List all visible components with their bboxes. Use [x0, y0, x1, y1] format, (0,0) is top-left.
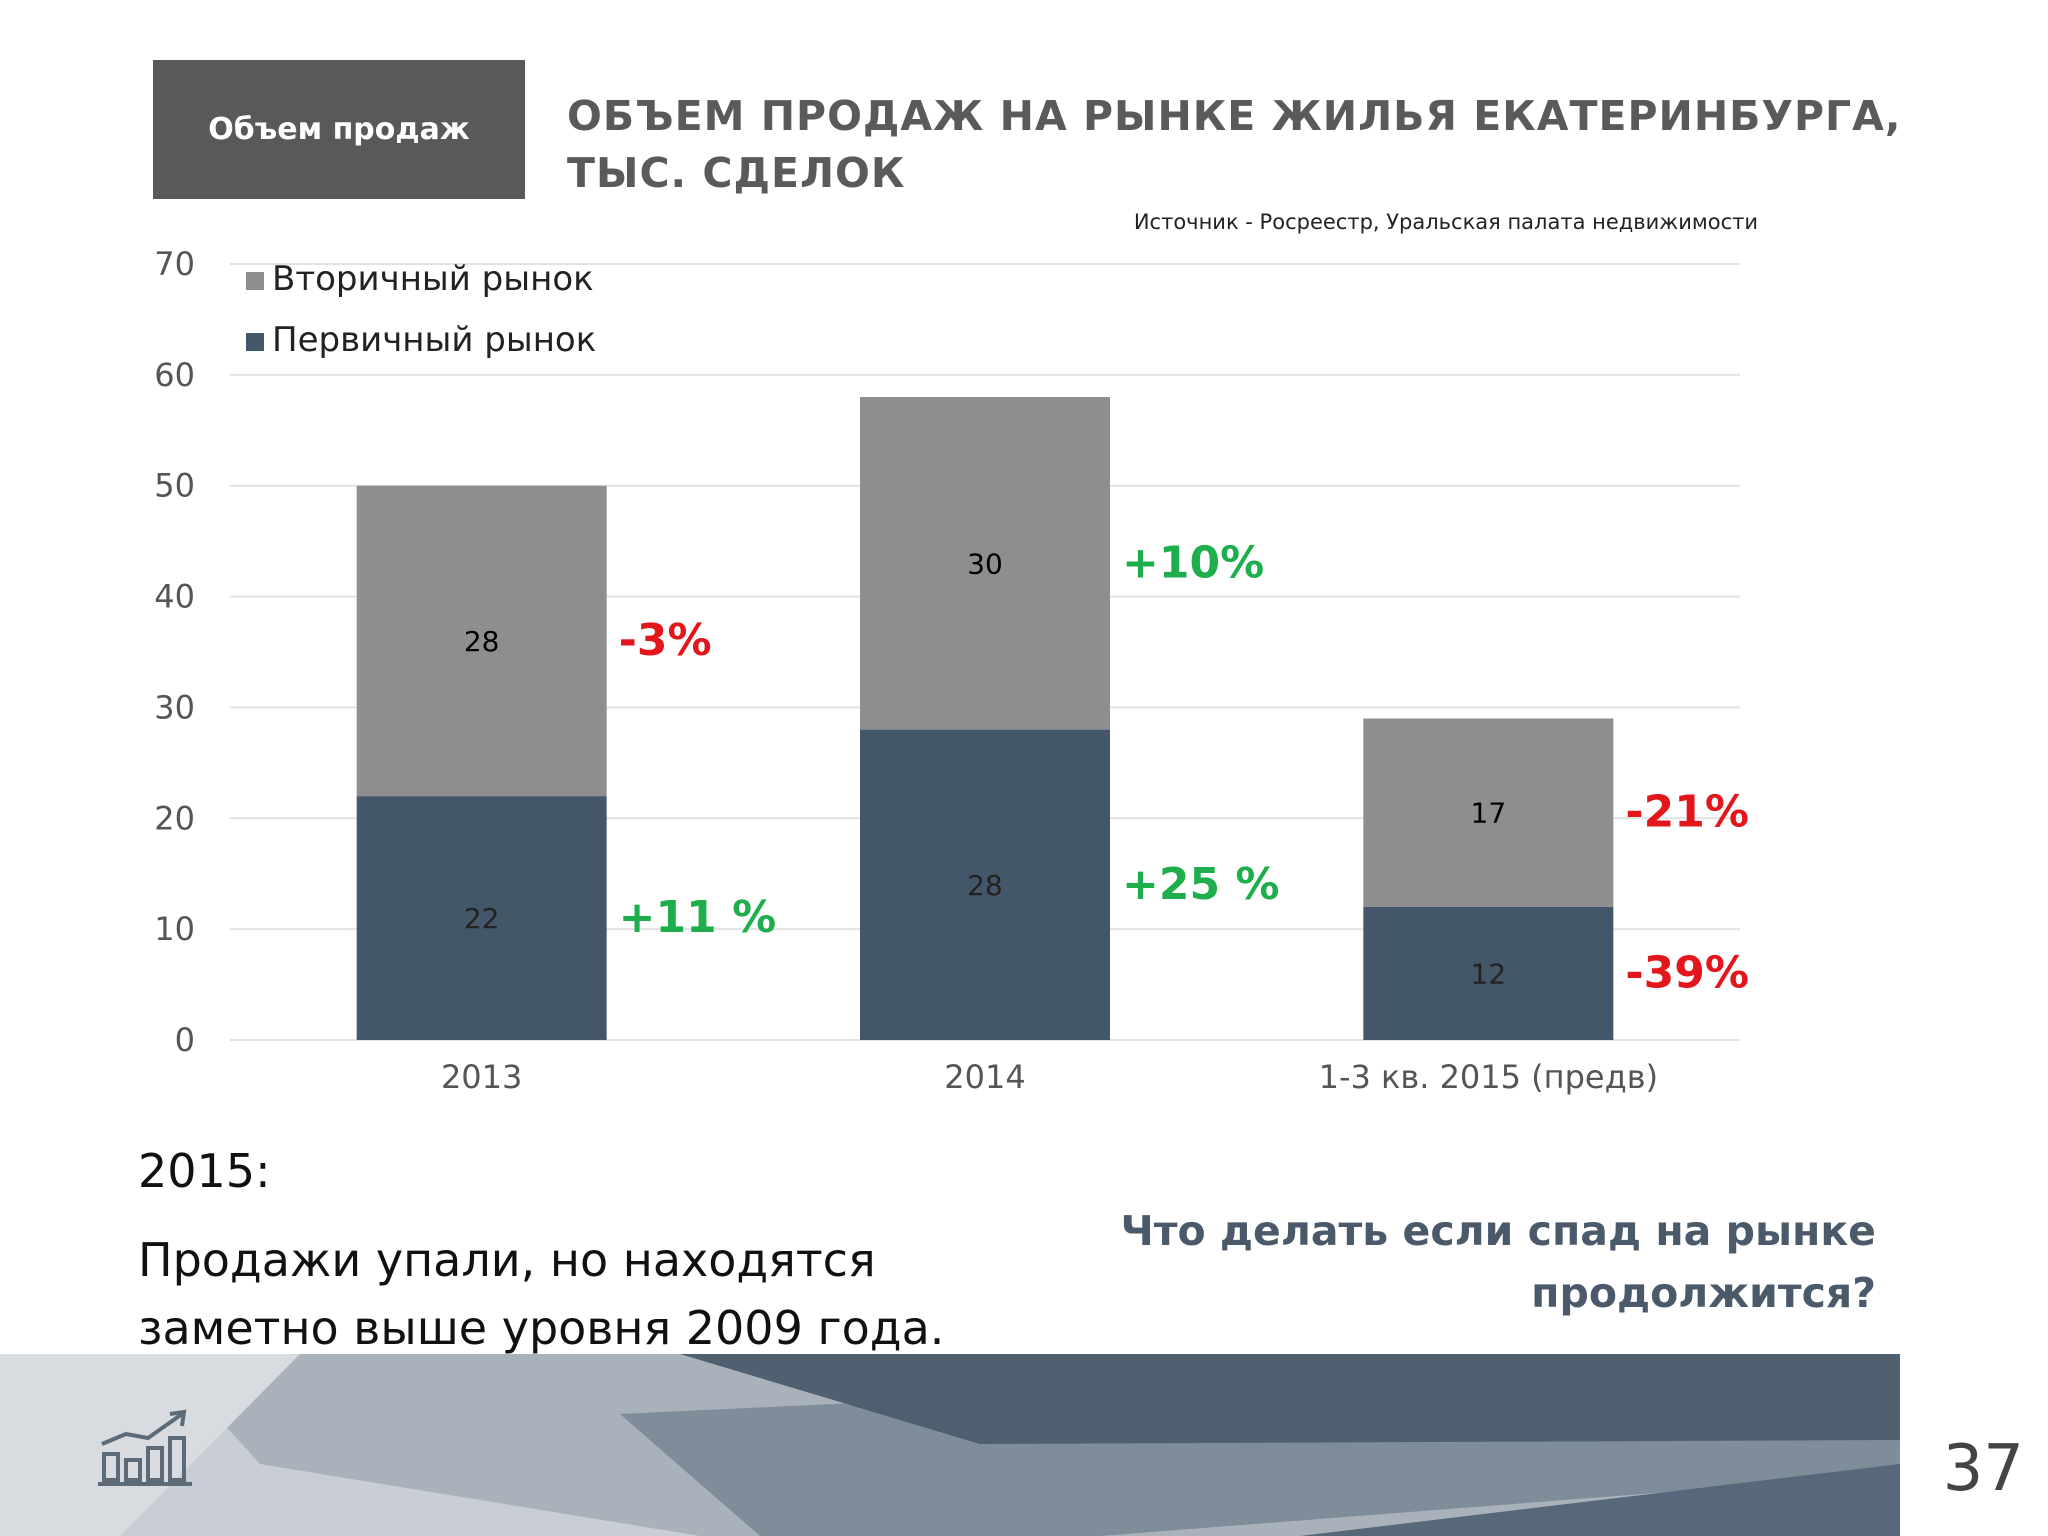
section-label: Объем продаж	[208, 112, 470, 147]
y-tick-label: 20	[154, 799, 195, 837]
x-tick-label: 2013	[441, 1058, 522, 1096]
bar-segment	[1363, 718, 1614, 907]
question-text: Что делать если спад на рынке продолжитс…	[1120, 1207, 1876, 1317]
y-tick-label: 70	[154, 245, 195, 283]
data-label: 28	[464, 625, 500, 658]
y-tick-label: 60	[154, 356, 195, 394]
stacked-bar-chart: 0 10 20 30 40 50 60 70 22 28 2013 28 30 2014 12 17 1-3 к…	[154, 245, 1749, 1096]
y-tick-label: 30	[154, 688, 195, 726]
legend-label: Первичный рынок	[272, 320, 596, 360]
change-annotation: +10%	[1122, 537, 1264, 588]
chart-title-line-2: ТЫС. СДЕЛОК	[567, 149, 906, 197]
change-annotation: +11 %	[619, 892, 777, 943]
y-tick-label: 10	[154, 910, 195, 948]
change-annotation: -3%	[619, 615, 712, 666]
change-annotation: -39%	[1625, 947, 1749, 998]
data-label: 28	[967, 869, 1003, 902]
source-note: Источник - Росреестр, Уральская палата н…	[1133, 210, 1758, 234]
data-label: 17	[1471, 797, 1507, 830]
bar-segment	[1363, 906, 1614, 1040]
legend-swatch	[246, 272, 264, 290]
bar-segment	[860, 729, 1110, 1040]
bar-segment	[356, 485, 607, 797]
data-label: 12	[1471, 957, 1507, 990]
x-tick-label: 2014	[944, 1058, 1025, 1096]
y-tick-label: 50	[154, 467, 195, 505]
change-annotation: +25 %	[1122, 859, 1280, 910]
x-tick-label: 1-3 кв. 2015 (предв)	[1319, 1058, 1658, 1096]
bar-segment	[860, 397, 1110, 730]
note-year: 2015:	[138, 1144, 271, 1198]
legend-swatch	[246, 333, 264, 351]
chart-title-line-1: ОБЪЕМ ПРОДАЖ НА РЫНКЕ ЖИЛЬЯ ЕКАТЕРИНБУРГ…	[567, 92, 1902, 140]
footer-band	[0, 1354, 2048, 1536]
chart-title: ОБЪЕМ ПРОДАЖ НА РЫНКЕ ЖИЛЬЯ ЕКАТЕРИНБУРГ…	[567, 88, 1902, 202]
page-number: 37	[1942, 1432, 2024, 1506]
y-tick-label: 40	[154, 578, 195, 616]
chart-growth-icon	[98, 1409, 192, 1486]
legend-label: Вторичный рынок	[272, 259, 594, 299]
data-label: 30	[967, 547, 1003, 580]
bar-segment	[356, 796, 607, 1040]
change-annotation: -21%	[1625, 787, 1749, 838]
note-text: Продажи упали, но находятся заметно выше…	[138, 1233, 945, 1355]
data-label: 22	[464, 902, 500, 935]
section-label-box: Объем продаж	[153, 60, 525, 199]
y-tick-label: 0	[175, 1021, 195, 1059]
